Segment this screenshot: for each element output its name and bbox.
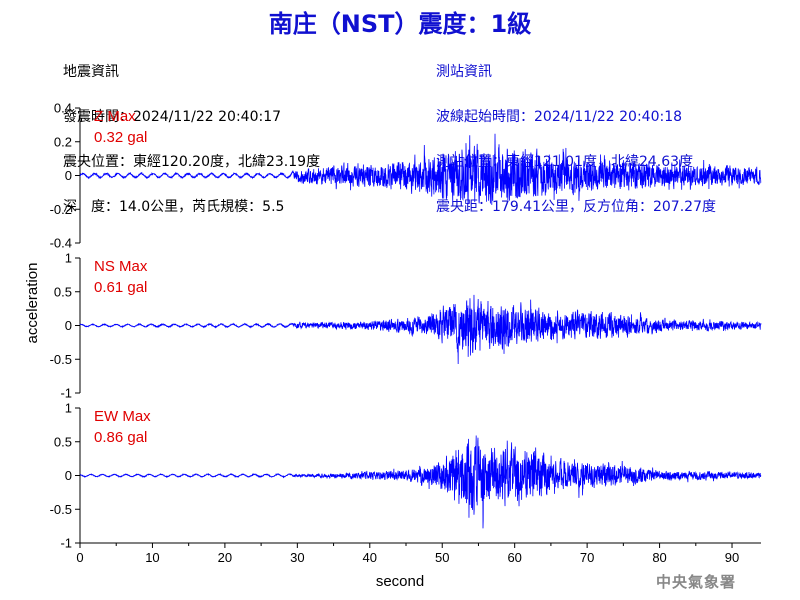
y-tick-label: 1 <box>65 401 72 416</box>
y-tick-label: 0 <box>65 318 72 333</box>
x-axis-title: second <box>376 573 424 590</box>
waveform-trace-z <box>79 133 762 205</box>
earthquake-info: 地震資訊 發震時間：2024/11/22 20:40:17 震央位置：東經120… <box>63 35 320 230</box>
x-tick-label: 30 <box>290 550 304 565</box>
max-label: EW Max <box>94 408 151 425</box>
epicenter-location: 震央位置：東經120.20度，北緯23.19度 <box>63 154 321 170</box>
y-tick-label: -1 <box>60 386 72 401</box>
x-tick-label: 40 <box>363 550 377 565</box>
max-label: Z Max <box>94 108 136 125</box>
waveform-trace-ns <box>79 294 762 365</box>
station-info: 測站資訊 波線起始時間：2024/11/22 20:40:18 測站位置：東經1… <box>436 35 716 230</box>
y-tick-label: -0.5 <box>50 352 72 367</box>
y-tick-label: -0.5 <box>50 502 72 517</box>
y-tick-label: -0.4 <box>50 236 72 251</box>
y-tick-label: 0.2 <box>54 134 72 149</box>
depth-magnitude: 深 度：14.0公里，芮氏規模：5.5 <box>63 199 285 215</box>
x-tick-label: 0 <box>76 550 83 565</box>
max-value: 0.32 gal <box>94 129 147 146</box>
y-tick-label: -1 <box>60 536 72 551</box>
y-tick-label: 0.5 <box>54 434 72 449</box>
y-tick-label: 0 <box>65 168 72 183</box>
chart-title: 南庄（NST）震度：1級 <box>268 10 532 38</box>
y-tick-label: -0.2 <box>50 202 72 217</box>
wave-start-time: 波線起始時間：2024/11/22 20:40:18 <box>436 109 683 125</box>
origin-time: 發震時間：2024/11/22 20:40:17 <box>63 109 282 125</box>
x-tick-label: 20 <box>218 550 232 565</box>
x-tick-label: 10 <box>145 550 159 565</box>
y-tick-label: 1 <box>65 251 72 266</box>
x-tick-label: 50 <box>435 550 449 565</box>
station-info-heading: 測站資訊 <box>436 64 492 80</box>
x-tick-label: 60 <box>507 550 521 565</box>
y-tick-label: 0.5 <box>54 284 72 299</box>
x-tick-label: 70 <box>580 550 594 565</box>
epicentral-distance: 震央距：179.41公里，反方位角：207.27度 <box>436 199 716 215</box>
max-value: 0.61 gal <box>94 279 147 296</box>
x-tick-label: 90 <box>725 550 739 565</box>
x-tick-label: 80 <box>652 550 666 565</box>
y-tick-label: 0 <box>65 468 72 483</box>
y-axis-title: acceleration <box>24 263 41 344</box>
max-label: NS Max <box>94 258 148 275</box>
max-value: 0.86 gal <box>94 429 147 446</box>
earthquake-info-heading: 地震資訊 <box>63 64 119 80</box>
waveform-trace-ew <box>79 435 762 529</box>
y-tick-label: 0.4 <box>54 101 72 116</box>
agency-footer: 中央氣象署 <box>656 573 737 591</box>
